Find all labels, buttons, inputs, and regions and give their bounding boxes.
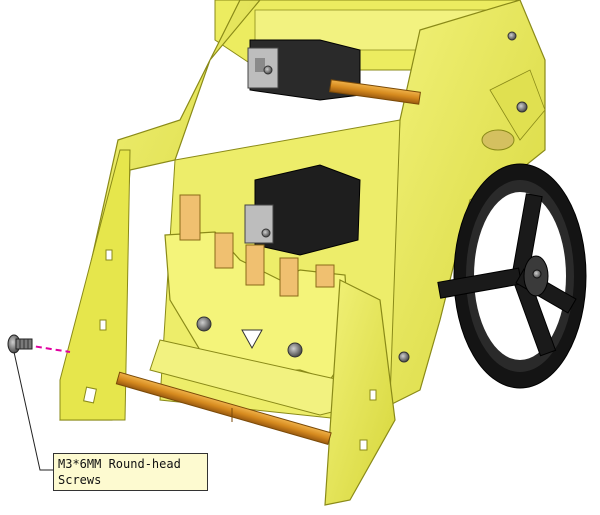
round-head-screw-icon <box>7 334 33 354</box>
right-side-plate <box>379 0 546 412</box>
servo-lower <box>244 164 361 256</box>
left-side-plate <box>59 0 261 421</box>
callout-line-2: Screws <box>58 473 102 487</box>
standoff-upper <box>329 79 421 105</box>
callout-line-1: M3*6MM Round-head <box>58 457 181 471</box>
assembly-guide-line <box>25 344 71 353</box>
screw-callout-label: M3*6MM Round-head Screws <box>53 453 208 491</box>
screw-right-lower-icon <box>398 351 410 363</box>
callout-leader-line <box>13 351 53 471</box>
screw-icon <box>263 65 273 75</box>
screw-icon <box>261 228 271 238</box>
screw-icon <box>196 316 212 332</box>
screw-right-upper-icon <box>516 101 528 113</box>
right-front-leg <box>324 279 396 506</box>
standoff-lower <box>115 371 332 446</box>
wheel-icon <box>437 163 587 389</box>
screw-icon <box>287 342 303 358</box>
